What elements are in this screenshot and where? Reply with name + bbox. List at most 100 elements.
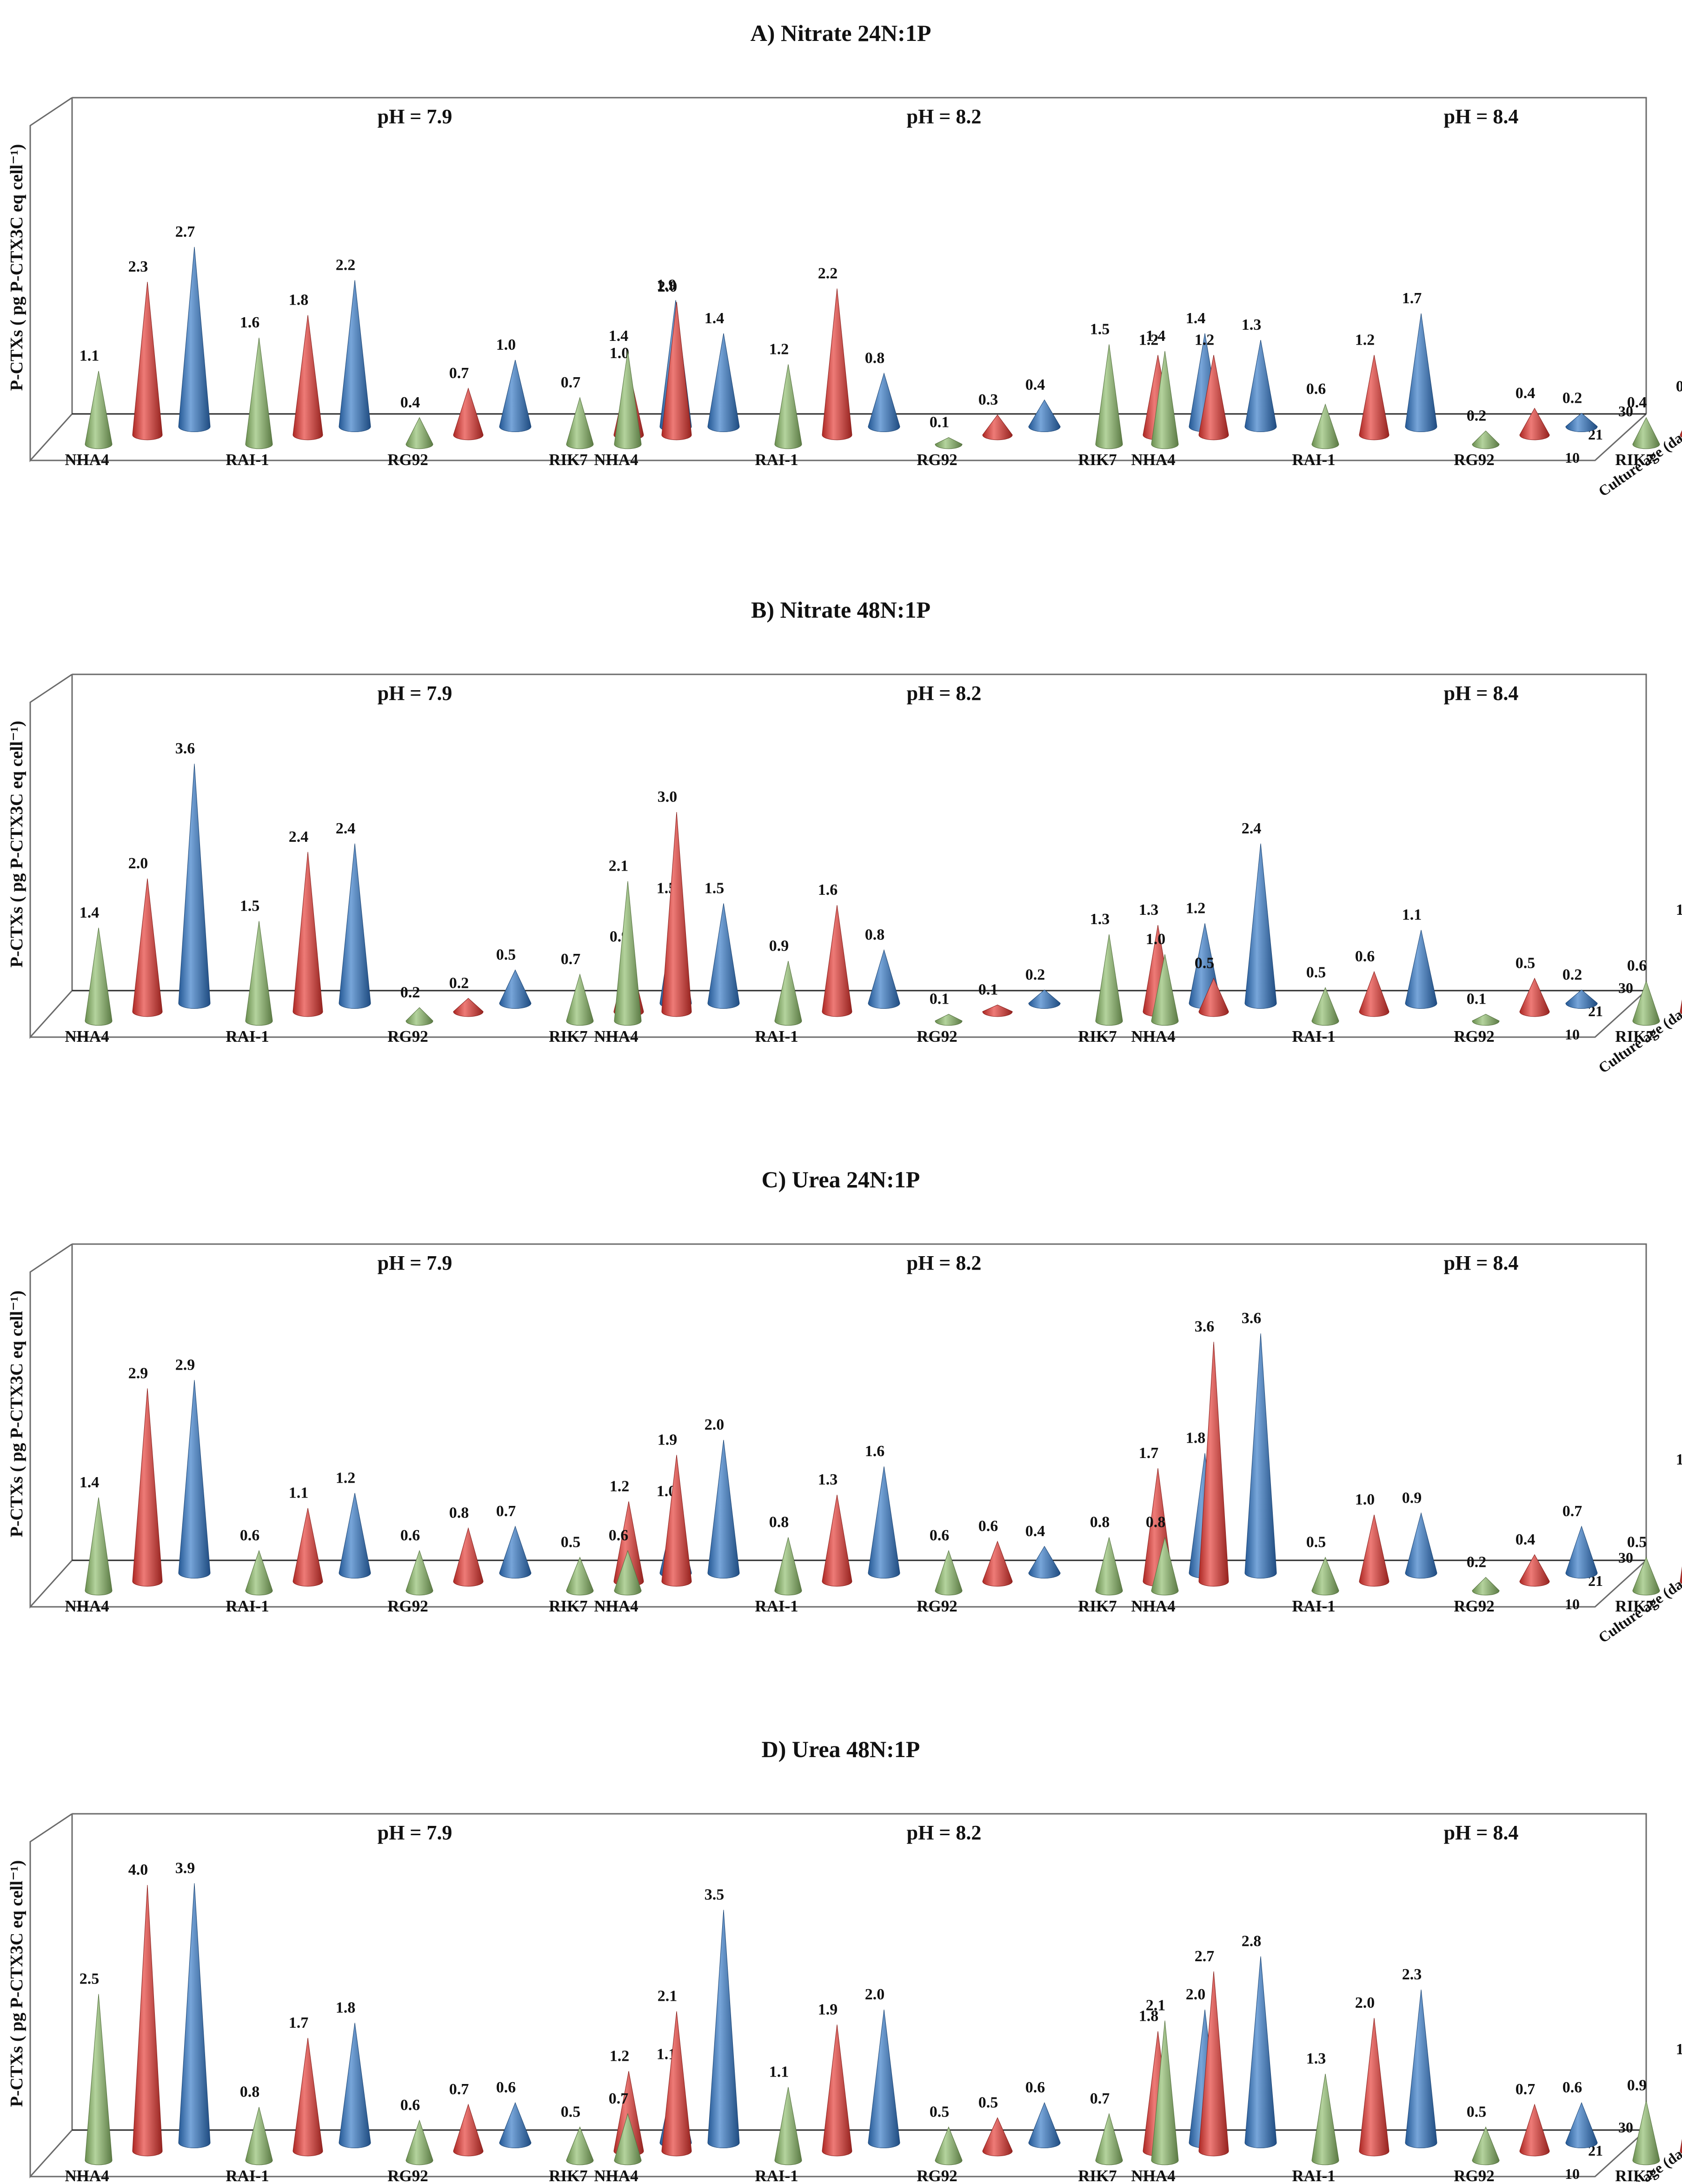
- cone-mark: [1405, 930, 1437, 1009]
- value-label: 0.5: [1306, 964, 1326, 981]
- ph-label: pH = 8.4: [1444, 1821, 1519, 1844]
- panel-3: D) Urea 48N:1P P-CTXs ( pg P-CTX3C eq cel…: [7, 1736, 1682, 2184]
- cone-mark: [293, 315, 323, 440]
- category-label: RAI-1: [226, 2167, 269, 2182]
- cone-mark: [245, 1550, 273, 1596]
- value-label: 0.6: [496, 2079, 516, 2096]
- cone-mark: [774, 364, 802, 449]
- value-label: 1.3: [1676, 2041, 1682, 2058]
- value-label: 1.8: [289, 292, 309, 309]
- value-label: 2.9: [128, 1365, 148, 1382]
- cone-mark: [132, 1884, 163, 2157]
- value-label: 0.5: [1627, 1534, 1647, 1551]
- value-label: 0.4: [1516, 1531, 1536, 1548]
- value-label: 2.3: [128, 258, 148, 275]
- cone-mark: [1359, 355, 1389, 440]
- value-label: 0.7: [1562, 1503, 1582, 1520]
- value-label: 3.6: [1242, 1310, 1262, 1327]
- value-label: 1.8: [1186, 1430, 1206, 1447]
- value-label: 0.5: [1467, 2104, 1487, 2121]
- cone-mark: [453, 387, 484, 440]
- value-label: 1.7: [289, 2014, 309, 2031]
- cone-mark: [1565, 2102, 1598, 2149]
- value-label: 1.1: [80, 347, 100, 365]
- value-label: 0.6: [1306, 380, 1326, 398]
- cone-mark: [982, 1005, 1013, 1017]
- category-label: NHA4: [594, 2167, 638, 2182]
- value-label: 1.8: [1139, 2008, 1159, 2025]
- cone-mark: [822, 288, 852, 440]
- value-label: 1.8: [336, 1999, 356, 2017]
- cone-mark: [339, 843, 371, 1009]
- cone-mark: [406, 2119, 433, 2165]
- value-label: 0.6: [930, 1527, 950, 1544]
- depth-tick-10: 10: [1565, 1026, 1580, 1043]
- cone-mark: [661, 2011, 692, 2157]
- cone-mark: [1028, 1545, 1061, 1579]
- category-label: NHA4: [1131, 1027, 1175, 1045]
- floor-edge: [30, 1559, 1647, 1608]
- cone-mark: [1632, 417, 1660, 449]
- category-label: RIK7: [1078, 2167, 1117, 2182]
- cone-mark: [1151, 351, 1179, 449]
- cone-mark: [868, 949, 900, 1009]
- category-label: NHA4: [65, 1597, 109, 1615]
- value-label: 2.1: [658, 1988, 678, 2005]
- cone-mark: [245, 2107, 273, 2165]
- side-wall: [29, 1813, 73, 2178]
- cone-mark: [132, 1388, 163, 1587]
- side-wall: [29, 673, 73, 1039]
- cone-mark: [1311, 403, 1339, 449]
- value-label: 0.4: [1025, 1523, 1045, 1540]
- cone-mark: [245, 338, 273, 449]
- value-label: 0.4: [1025, 376, 1045, 393]
- category-label: RIK7: [1615, 451, 1654, 469]
- panel-title: D) Urea 48N:1P: [762, 1736, 920, 1762]
- cone-mark: [707, 1910, 740, 2149]
- cone-mark: [132, 282, 163, 440]
- value-label: 2.3: [1402, 1966, 1422, 1983]
- value-label: 1.3: [1242, 316, 1262, 333]
- category-label: NHA4: [594, 451, 638, 469]
- cone-mark: [1565, 1525, 1598, 1579]
- category-label: RAI-1: [755, 2167, 798, 2182]
- value-label: 1.4: [1146, 327, 1166, 345]
- category-label: RAI-1: [755, 451, 798, 469]
- value-label: 0.2: [1025, 966, 1045, 983]
- value-label: 2.0: [705, 1416, 725, 1433]
- cone-mark: [178, 246, 211, 433]
- category-label: RAI-1: [226, 1597, 269, 1615]
- side-wall: [29, 1243, 73, 1609]
- cone-mark: [245, 921, 273, 1026]
- value-label: 1.7: [1402, 290, 1422, 307]
- cone-mark: [339, 280, 371, 433]
- panel-title: B) Nitrate 48N:1P: [751, 597, 931, 623]
- value-label: 0.7: [561, 374, 581, 391]
- cone-mark: [982, 2117, 1013, 2157]
- ph-label: pH = 8.4: [1444, 105, 1519, 128]
- cone-mark: [339, 1493, 371, 1579]
- cone-mark: [1244, 1956, 1277, 2149]
- cone-mark: [406, 417, 433, 449]
- cone-mark: [1632, 980, 1660, 1026]
- cone-mark: [1472, 1577, 1500, 1596]
- cone-mark: [178, 764, 211, 1009]
- value-label: 2.0: [658, 278, 678, 295]
- value-label: 1.2: [1186, 899, 1206, 917]
- cone-mark: [339, 2023, 371, 2149]
- value-label: 3.5: [705, 1886, 725, 1904]
- floor-edge: [30, 413, 1647, 461]
- value-label: 2.1: [1146, 1997, 1166, 2014]
- category-label: NHA4: [1131, 451, 1175, 469]
- value-label: 1.6: [865, 1443, 885, 1460]
- value-label: 0.2: [1562, 389, 1582, 406]
- value-label: 1.9: [658, 1431, 678, 1448]
- value-label: 0.6: [400, 2097, 420, 2114]
- value-label: 1.1: [289, 1485, 309, 1502]
- value-label: 1.4: [705, 310, 725, 327]
- value-label: 0.5: [1516, 955, 1536, 972]
- cone-mark: [1359, 2018, 1389, 2157]
- cone-mark: [85, 371, 113, 449]
- value-label: 0.5: [1195, 955, 1215, 972]
- value-label: 1.6: [1676, 1451, 1682, 1468]
